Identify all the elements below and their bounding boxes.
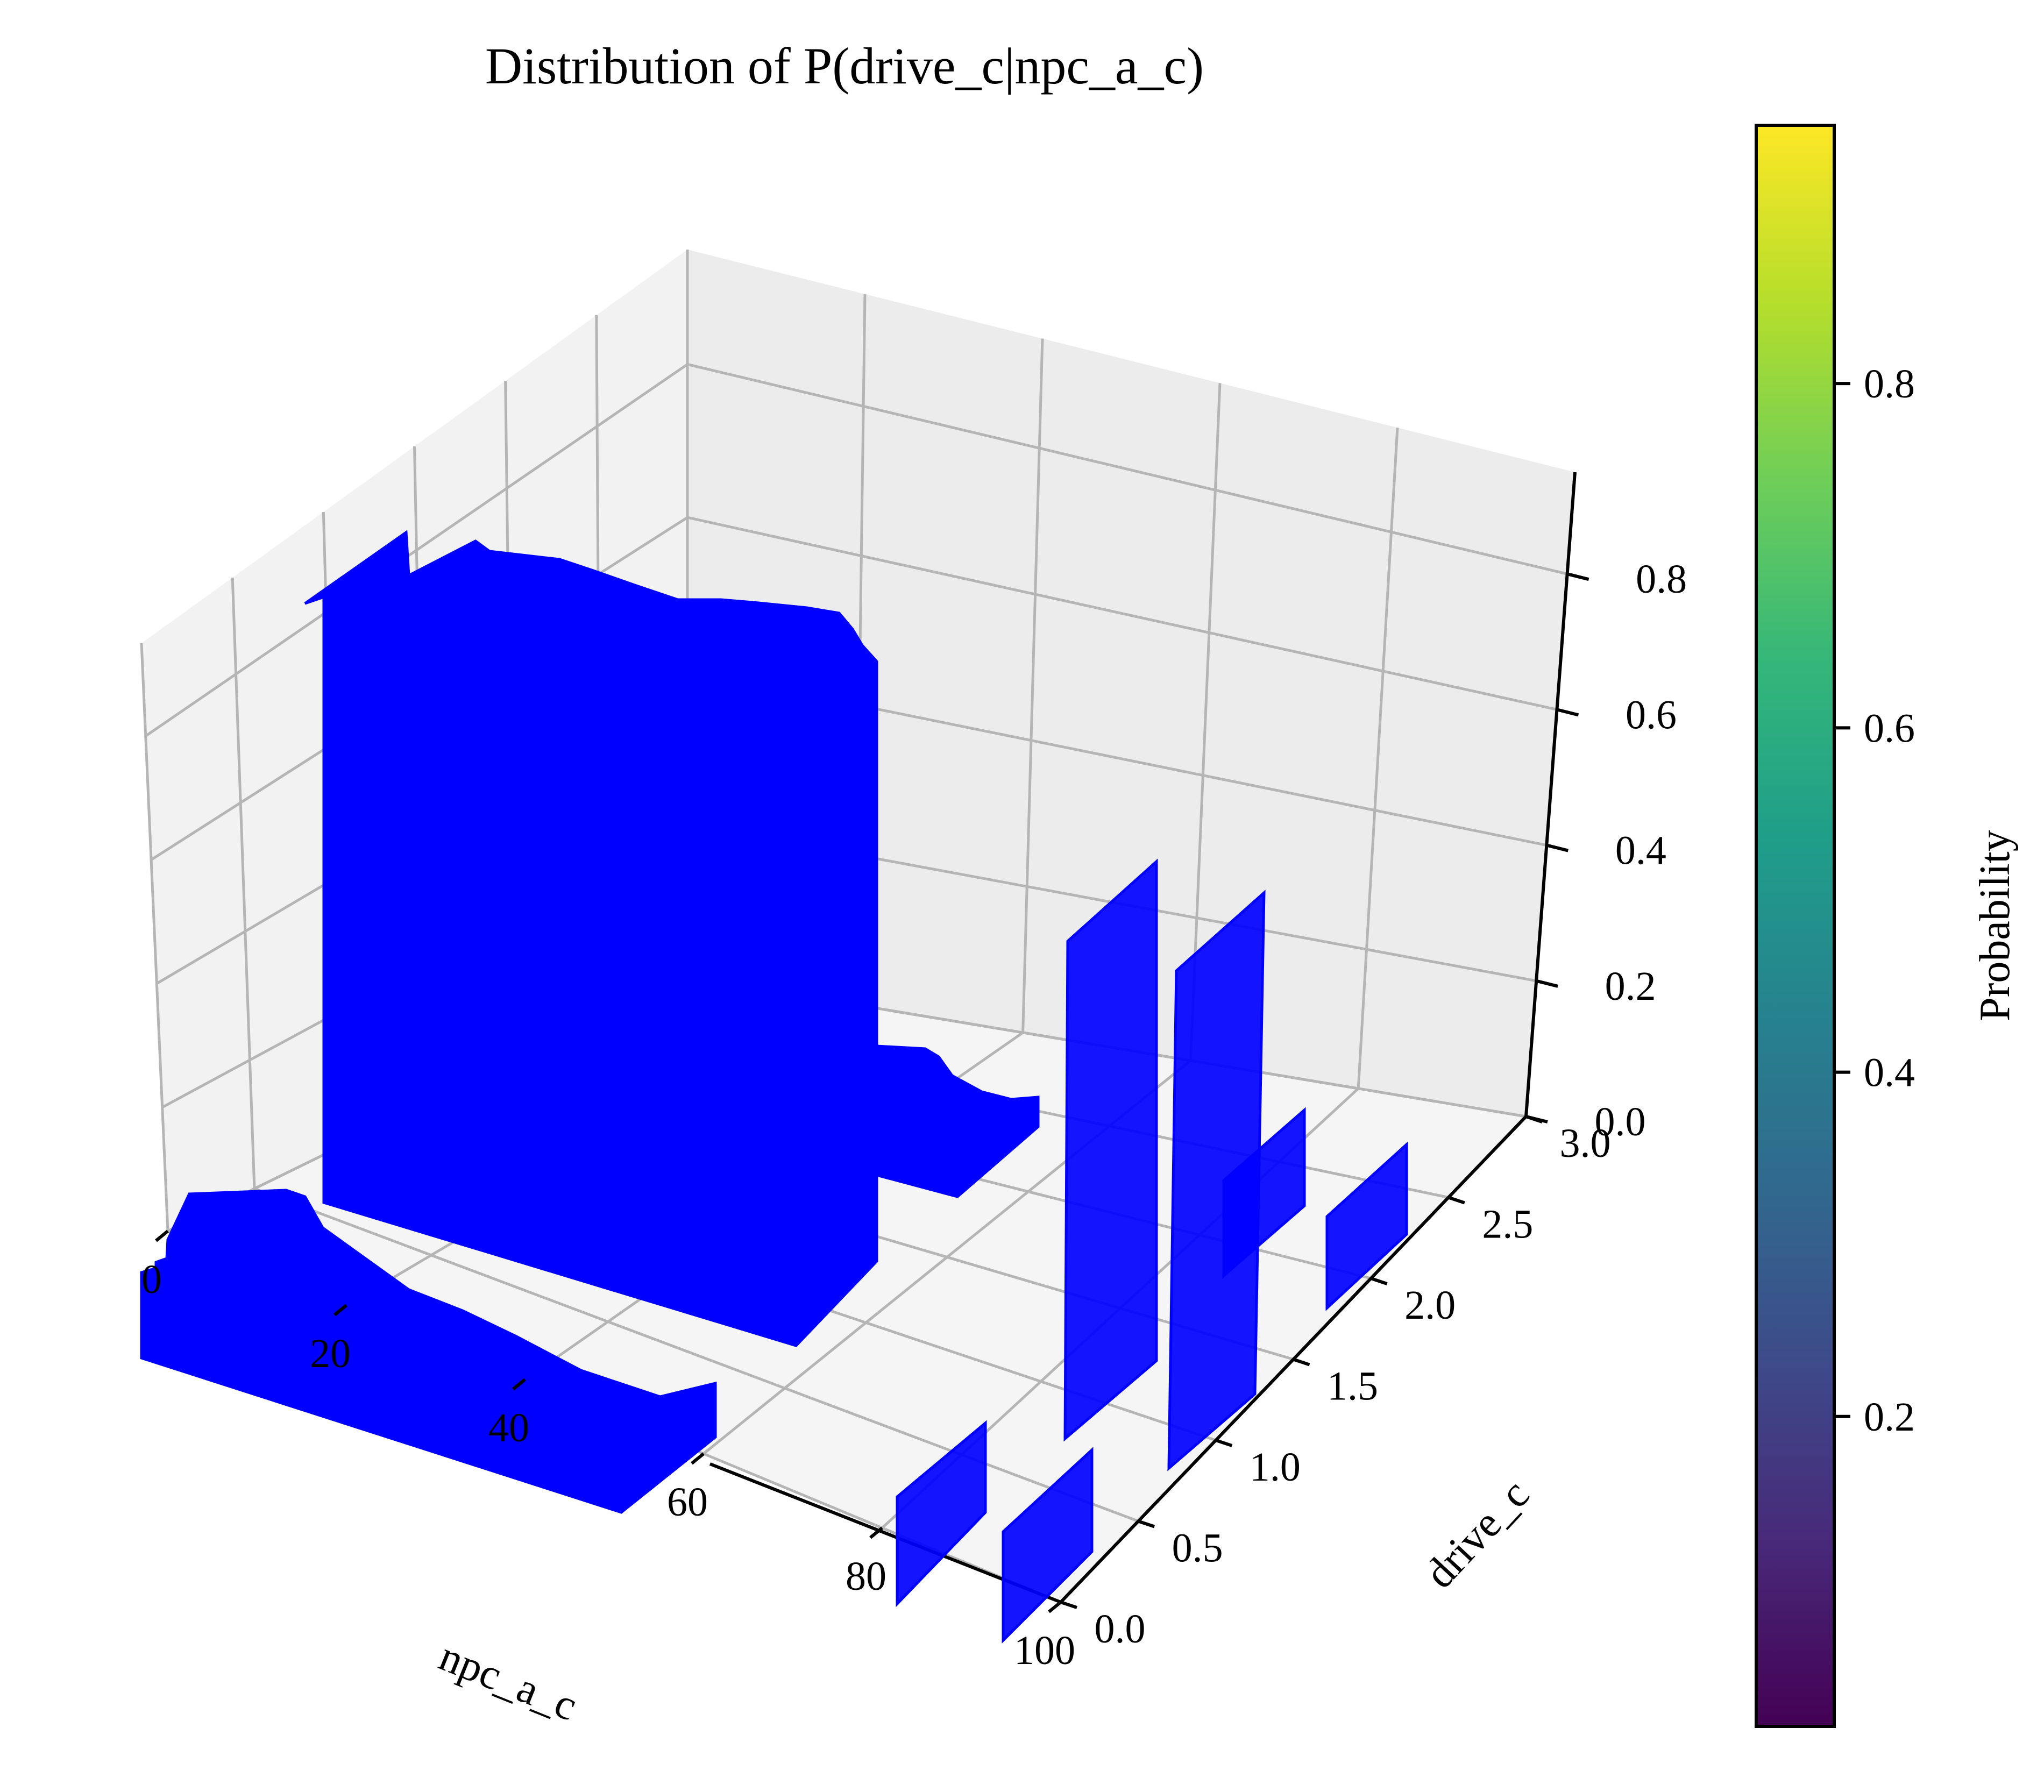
bar-x100-drive3 [1325, 1141, 1408, 1311]
z-tick [1546, 843, 1569, 852]
y-tick-label: 3.0 [1560, 1121, 1611, 1166]
x-gridline-back [1189, 383, 1222, 1061]
y-tick [1215, 1439, 1233, 1447]
bar-x94-drive0 [1002, 1447, 1094, 1644]
back-pane [687, 250, 1575, 1117]
y-tick [1293, 1357, 1310, 1367]
x-tick [691, 1452, 705, 1465]
y-gridline [254, 1187, 1139, 1523]
y-tick-labels: 0.0 0.5 1.0 1.5 2.0 2.5 3.0 [1095, 1121, 1611, 1652]
y-tick-label: 0.0 [1095, 1606, 1146, 1652]
x-tick [512, 1378, 526, 1391]
y-tick [1447, 1196, 1465, 1205]
y-tick [1060, 1601, 1077, 1609]
x-axis-label: npc_a_c [433, 1632, 584, 1730]
z-tick [1536, 979, 1558, 988]
z-gridline [687, 363, 1568, 575]
z-tick-label: 0.2 [1605, 964, 1656, 1009]
bar-group-drive-2 [875, 1044, 1040, 1198]
x-tick [869, 1526, 883, 1539]
y-tick-label: 2.0 [1404, 1283, 1456, 1328]
x-tick-label: 20 [310, 1331, 351, 1376]
y-axis-label: drive_c [1416, 1471, 1538, 1597]
x-tick [1048, 1601, 1062, 1613]
z-tick [1566, 572, 1589, 581]
y-gridline-left [140, 643, 169, 1232]
bar-group-drive-0 [140, 1189, 717, 1514]
x-tick-labels: 0 20 40 60 80 100 [141, 1257, 1075, 1673]
x-gridline-back [1357, 428, 1399, 1089]
colorbar-ticks: 0.2 0.4 0.6 0.8 [1834, 361, 1915, 1440]
z-gridline-left [145, 363, 689, 737]
y-tick [1370, 1277, 1388, 1285]
x-tick-label: 0 [141, 1257, 162, 1302]
colorbar-tick-label: 0.8 [1864, 361, 1915, 407]
x-gridline-back [1021, 338, 1044, 1033]
colorbar-tick-label: 0.6 [1864, 706, 1915, 751]
colorbar-tick-label: 0.4 [1864, 1050, 1915, 1096]
z-axis-line [1524, 472, 1577, 1117]
bars [140, 530, 1408, 1644]
chart-title: Distribution of P(drive_c|npc_a_c) [485, 37, 1204, 95]
z-tick [1556, 708, 1579, 717]
y-gridline-left [231, 577, 256, 1189]
x-tick-label: 40 [488, 1405, 529, 1450]
z-tick-label: 0.0 [1595, 1099, 1646, 1144]
z-tick [1525, 1115, 1548, 1123]
colorbar-gradient [1755, 124, 1836, 1728]
y-tick-label: 1.5 [1327, 1364, 1378, 1409]
x-tick-label: 80 [846, 1554, 886, 1599]
x-tick [333, 1304, 347, 1317]
z-tick-label: 0.6 [1626, 692, 1677, 737]
z-tick-labels: 0.0 0.2 0.4 0.6 0.8 [1595, 557, 1687, 1144]
z-gridline [687, 516, 1558, 711]
x-tick-label: 100 [1014, 1628, 1075, 1673]
bar-x94-drive2 [1222, 1107, 1306, 1279]
bar-group-drive-1 [304, 530, 878, 1347]
bar-x82-drive1 [1063, 858, 1158, 1442]
z-tick-label: 0.8 [1636, 557, 1687, 602]
y-tick-label: 2.5 [1482, 1202, 1533, 1247]
x-tick [155, 1229, 169, 1242]
tick-marks [155, 572, 1589, 1613]
colorbar-tick-label: 0.2 [1864, 1395, 1915, 1440]
bar-x94-drive1 [1167, 890, 1266, 1471]
x-tick-label: 60 [667, 1480, 708, 1525]
y-tick-label: 1.0 [1250, 1445, 1301, 1490]
colorbar: 0.2 0.4 0.6 0.8 Probability [1755, 124, 2019, 1728]
y-tick [1138, 1519, 1155, 1528]
z-tick-label: 0.4 [1615, 828, 1666, 873]
bar-x82-drive0 [896, 1420, 987, 1608]
colorbar-label: Probability [1971, 830, 2019, 1021]
y-tick-label: 0.5 [1172, 1526, 1223, 1571]
